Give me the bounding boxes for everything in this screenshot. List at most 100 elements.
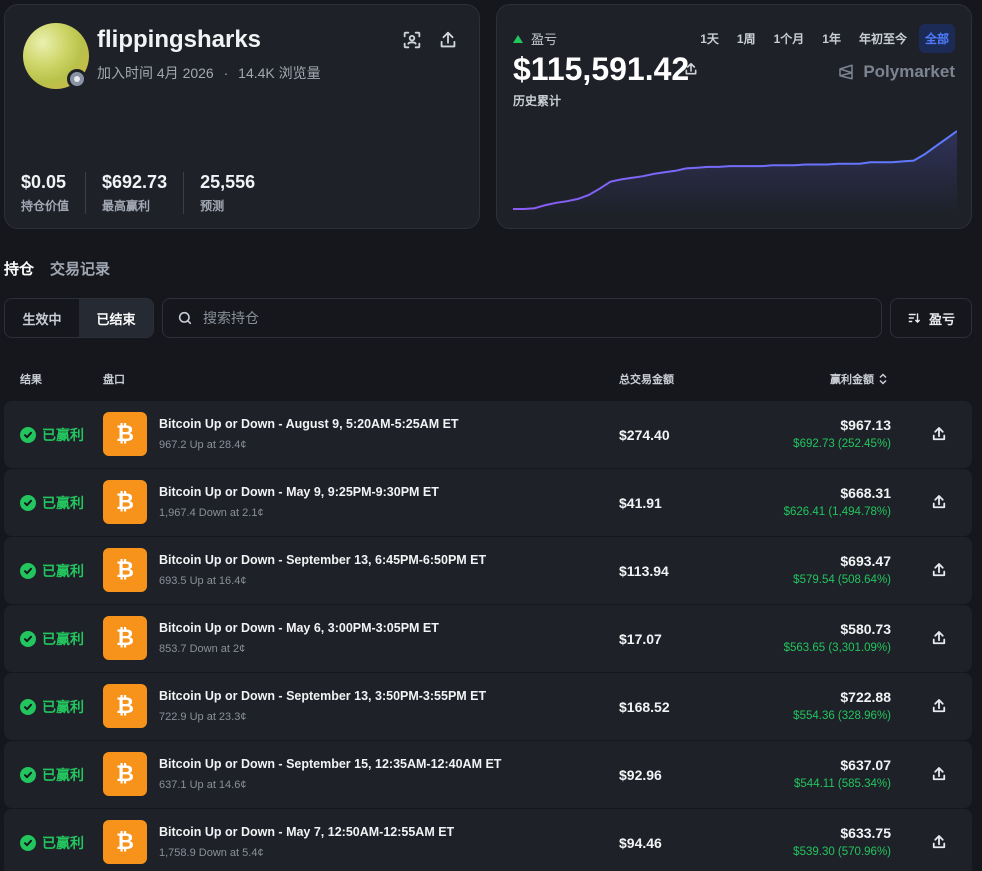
sort-toggle-icon xyxy=(879,373,887,385)
profile-stats: $0.05 持仓价值 $692.73 最高赢利 25,556 预测 xyxy=(21,172,287,214)
content-tabs: 持仓 交易记录 xyxy=(4,258,110,279)
table-row[interactable]: 已赢利 ₿ Bitcoin Up or Down - August 9, 5:20A… xyxy=(4,401,972,468)
stat-predictions: 25,556 预测 xyxy=(200,172,271,214)
range-1y[interactable]: 1年 xyxy=(822,32,841,46)
sort-icon xyxy=(908,313,920,324)
table-row[interactable]: 已赢利 ₿ Bitcoin Up or Down - September 13, 6… xyxy=(4,537,972,604)
amount-won: $668.31 xyxy=(840,485,891,501)
bitcoin-icon: ₿ xyxy=(103,412,147,456)
tab-activity[interactable]: 交易记录 xyxy=(50,261,111,278)
bitcoin-icon: ₿ xyxy=(103,752,147,796)
polymarket-logo-icon xyxy=(839,64,854,80)
status-badge: 已赢利 xyxy=(20,425,84,445)
amount-won: $967.13 xyxy=(840,417,891,433)
bitcoin-icon: ₿ xyxy=(103,548,147,592)
pnl-sublabel: 历史累计 xyxy=(513,94,562,108)
status-badge: 已赢利 xyxy=(20,765,84,785)
table-row[interactable]: 已赢利 ₿ Bitcoin Up or Down - September 13, 3… xyxy=(4,673,972,740)
market-position: 853.7 Down at 2¢ xyxy=(159,643,246,655)
scan-icon[interactable] xyxy=(401,29,423,51)
share-icon[interactable] xyxy=(930,493,948,511)
share-icon[interactable] xyxy=(437,29,459,51)
stat-biggest-win: $692.73 最高赢利 xyxy=(102,172,185,214)
market-title[interactable]: Bitcoin Up or Down - September 13, 3:50P… xyxy=(159,689,487,703)
pnl-card: 盈亏 $115,591.42 历史累计 1天 1周 1个月 1年 年初至今 全部… xyxy=(496,4,972,229)
stat-label: 最高赢利 xyxy=(102,199,151,213)
pnl-area xyxy=(513,131,957,215)
check-circle-icon xyxy=(20,563,36,579)
total-traded: $113.94 xyxy=(619,563,669,579)
share-icon[interactable] xyxy=(930,833,948,851)
market-position: 722.9 Up at 23.3¢ xyxy=(159,711,247,723)
status-label: 已赢利 xyxy=(42,835,84,851)
bitcoin-icon: ₿ xyxy=(103,480,147,524)
range-ytd[interactable]: 年初至今 xyxy=(858,32,907,46)
market-title[interactable]: Bitcoin Up or Down - May 6, 3:00PM-3:05P… xyxy=(159,621,439,635)
market-position: 1,758.9 Down at 5.4¢ xyxy=(159,847,264,859)
profit-amount: $563.65 (3,301.09%) xyxy=(783,642,891,654)
header-market: 盘口 xyxy=(103,374,125,386)
range-1w[interactable]: 1周 xyxy=(736,32,756,46)
stat-value: 25,556 xyxy=(200,172,256,192)
tab-positions[interactable]: 持仓 xyxy=(4,261,35,278)
table-row[interactable]: 已赢利 ₿ Bitcoin Up or Down - May 7, 12:50AM-… xyxy=(4,809,972,871)
check-circle-icon xyxy=(20,835,36,851)
status-label: 已赢利 xyxy=(42,699,84,715)
share-icon[interactable] xyxy=(930,561,948,579)
market-title[interactable]: Bitcoin Up or Down - September 13, 6:45P… xyxy=(159,553,487,567)
share-icon[interactable] xyxy=(930,697,948,715)
profit-amount: $692.73 (252.45%) xyxy=(793,438,891,450)
share-icon[interactable] xyxy=(930,765,948,783)
total-traded: $168.52 xyxy=(619,699,670,715)
bitcoin-icon: ₿ xyxy=(103,616,147,660)
active-filter-button[interactable]: 生效中 xyxy=(5,299,79,337)
pnl-label: 盈亏 xyxy=(531,32,558,47)
table-row[interactable]: 已赢利 ₿ Bitcoin Up or Down - September 15, 1… xyxy=(4,741,972,808)
closed-filter-button[interactable]: 已结束 xyxy=(79,299,153,337)
amount-won: $693.47 xyxy=(840,553,891,569)
range-1m[interactable]: 1个月 xyxy=(773,32,805,46)
search-input[interactable] xyxy=(203,310,863,326)
check-circle-icon xyxy=(20,495,36,511)
profit-amount: $554.36 (328.96%) xyxy=(793,710,891,722)
market-title[interactable]: Bitcoin Up or Down - May 7, 12:50AM-12:5… xyxy=(159,825,455,839)
status-label: 已赢利 xyxy=(42,767,84,783)
status-badge: 已赢利 xyxy=(20,833,84,853)
stat-value: $692.73 xyxy=(102,172,168,192)
market-position: 967.2 Up at 28.4¢ xyxy=(159,439,247,451)
check-circle-icon xyxy=(20,631,36,647)
share-icon[interactable] xyxy=(930,425,948,443)
status-label: 已赢利 xyxy=(42,495,84,511)
profile-card: flippingsharks 加入时间 4月 2026 · 14.4K 浏览量 … xyxy=(4,4,480,229)
status-label: 已赢利 xyxy=(42,427,84,443)
share-icon[interactable] xyxy=(930,629,948,647)
header-won[interactable]: 赢利金额 xyxy=(830,371,888,387)
total-traded: $92.96 xyxy=(619,767,662,783)
sort-label: 盈亏 xyxy=(928,311,955,327)
check-circle-icon xyxy=(20,427,36,443)
amount-won: $580.73 xyxy=(840,621,891,637)
header-won-label: 赢利金额 xyxy=(830,374,874,386)
view-count: 14.4K 浏览量 xyxy=(238,65,321,81)
table-row[interactable]: 已赢利 ₿ Bitcoin Up or Down - May 6, 3:00PM-3… xyxy=(4,605,972,672)
stat-label: 预测 xyxy=(200,199,225,213)
status-badge: 已赢利 xyxy=(20,697,84,717)
pnl-chart xyxy=(513,130,957,215)
market-position: 1,967.4 Down at 2.1¢ xyxy=(159,507,264,519)
polymarket-brand: Polymarket xyxy=(837,62,955,82)
range-all[interactable]: 全部 xyxy=(918,24,955,53)
triangle-up-icon xyxy=(513,34,523,43)
sort-button[interactable]: 盈亏 xyxy=(890,298,972,338)
joined-date: 加入时间 4月 2026 xyxy=(97,65,214,81)
table-row[interactable]: 已赢利 ₿ Bitcoin Up or Down - May 9, 9:25PM-9… xyxy=(4,469,972,536)
market-position: 637.1 Up at 14.6¢ xyxy=(159,779,247,791)
pnl-value: $115,591.42 xyxy=(513,51,690,87)
market-title[interactable]: Bitcoin Up or Down - August 9, 5:20AM-5:… xyxy=(159,417,459,431)
share-icon[interactable] xyxy=(683,61,699,77)
search-icon xyxy=(178,311,192,325)
market-title[interactable]: Bitcoin Up or Down - May 9, 9:25PM-9:30P… xyxy=(159,485,439,499)
profit-amount: $579.54 (508.64%) xyxy=(793,574,891,586)
pnl-header: 盈亏 xyxy=(513,29,557,48)
market-title[interactable]: Bitcoin Up or Down - September 15, 12:35… xyxy=(159,757,502,771)
range-1d[interactable]: 1天 xyxy=(700,32,719,46)
